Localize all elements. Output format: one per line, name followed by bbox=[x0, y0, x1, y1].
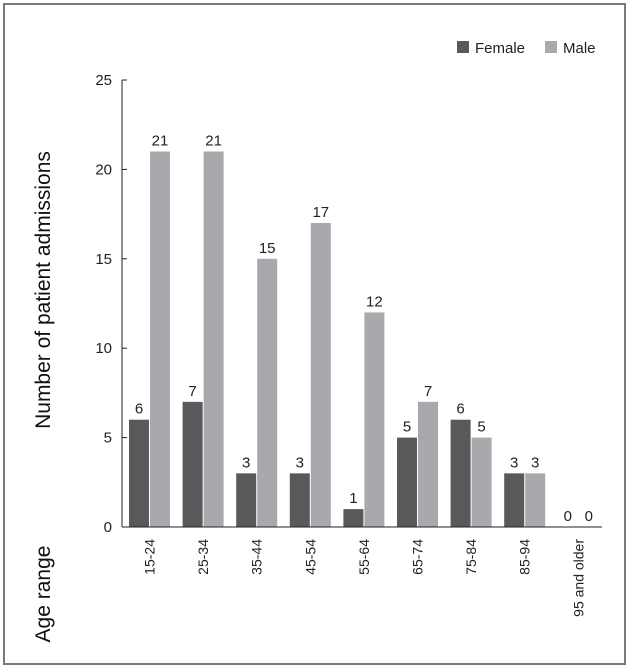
y-axis: 0 5 10 15 20 25 bbox=[95, 72, 127, 536]
data-label: 6 bbox=[456, 401, 464, 418]
data-label: 5 bbox=[477, 419, 485, 436]
bar-male-15-24 bbox=[150, 151, 170, 527]
x-tick-label: 45-54 bbox=[302, 539, 318, 575]
bar-male-65-74 bbox=[418, 401, 438, 527]
data-label: 21 bbox=[152, 133, 169, 150]
x-tick-label: 65-74 bbox=[410, 539, 426, 575]
legend-swatch-male bbox=[545, 41, 557, 53]
y-tick-label: 0 bbox=[104, 519, 112, 536]
data-label: 21 bbox=[205, 133, 222, 150]
data-label: 1 bbox=[349, 490, 357, 507]
y-tick-label: 20 bbox=[95, 161, 112, 178]
bar-female-65-74 bbox=[397, 437, 417, 527]
x-tick-label: 15-24 bbox=[142, 539, 158, 575]
bar-male-25-34 bbox=[203, 151, 224, 527]
x-axis: 15-24 25-34 35-44 45-54 55-64 65-74 75-84 85-94… bbox=[122, 526, 602, 617]
bars bbox=[129, 151, 546, 528]
data-label: 7 bbox=[188, 383, 196, 400]
data-label: 3 bbox=[242, 454, 250, 471]
y-tick-label: 5 bbox=[104, 430, 112, 447]
y-tick-label: 15 bbox=[95, 251, 112, 268]
x-axis-title: Age range bbox=[32, 546, 55, 643]
bar-female-55-64 bbox=[343, 509, 364, 527]
x-tick-label: 95 and older bbox=[570, 539, 586, 617]
bar-female-45-54 bbox=[289, 473, 310, 527]
data-label: 12 bbox=[366, 293, 383, 310]
data-label: 3 bbox=[296, 454, 304, 471]
bar-female-75-84 bbox=[450, 419, 471, 527]
y-tick-label: 25 bbox=[95, 72, 112, 89]
data-label: 7 bbox=[424, 383, 432, 400]
bar-male-75-84 bbox=[471, 437, 492, 527]
bar-male-55-64 bbox=[364, 312, 385, 527]
data-label: 3 bbox=[531, 454, 539, 471]
legend-label-female: Female bbox=[475, 40, 525, 57]
legend: Female Male bbox=[457, 40, 596, 57]
x-tick-label: 25-34 bbox=[195, 539, 211, 575]
data-label: 6 bbox=[135, 401, 143, 418]
data-label: 15 bbox=[259, 240, 276, 257]
bar-female-25-34 bbox=[182, 401, 203, 527]
bar-male-85-94 bbox=[525, 473, 546, 527]
bar-female-35-44 bbox=[236, 473, 257, 527]
y-axis-title: Number of patient admissions bbox=[32, 151, 55, 429]
legend-swatch-female bbox=[457, 41, 469, 53]
data-label: 5 bbox=[403, 419, 411, 436]
x-tick-label: 85-94 bbox=[517, 539, 533, 575]
x-tick-label: 55-64 bbox=[356, 539, 372, 575]
x-tick-label: 35-44 bbox=[249, 539, 265, 575]
data-label: 0 bbox=[585, 508, 593, 525]
data-label: 0 bbox=[564, 508, 572, 525]
data-label: 17 bbox=[312, 204, 329, 221]
y-tick-label: 10 bbox=[95, 340, 112, 357]
x-tick-label: 75-84 bbox=[463, 539, 479, 575]
data-label: 3 bbox=[510, 454, 518, 471]
legend-label-male: Male bbox=[563, 40, 596, 57]
bar-female-15-24 bbox=[129, 419, 149, 527]
bar-female-85-94 bbox=[504, 473, 525, 527]
bar-male-35-44 bbox=[257, 258, 278, 527]
bar-male-45-54 bbox=[310, 223, 331, 528]
